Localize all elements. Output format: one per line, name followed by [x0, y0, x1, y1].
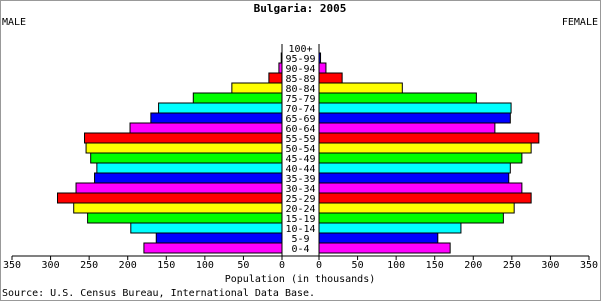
age-label: 40-44	[285, 164, 315, 175]
age-label: 20-24	[285, 204, 315, 215]
bar-female	[318, 202, 515, 214]
bar-male	[192, 92, 283, 104]
bar-female	[318, 132, 540, 144]
x-tick-label: 350	[580, 260, 598, 271]
age-label: 65-69	[285, 114, 315, 125]
age-label: 75-79	[285, 94, 315, 105]
x-tick-label: 150	[426, 260, 444, 271]
legend-female: FEMALE	[562, 17, 598, 28]
age-label: 35-39	[285, 174, 315, 185]
bar-female	[318, 82, 403, 94]
bar-male	[96, 162, 283, 174]
age-label: 85-89	[285, 74, 315, 85]
age-label: 90-94	[285, 64, 315, 75]
age-label: 95-99	[285, 54, 315, 65]
bar-female	[318, 62, 327, 74]
age-label: 45-49	[285, 154, 315, 165]
bar-female	[318, 242, 451, 254]
age-label: 60-64	[285, 124, 315, 135]
bar-female	[318, 192, 532, 204]
x-tick-label: 50	[237, 260, 249, 271]
bar-female	[318, 232, 439, 244]
bar-female	[318, 172, 510, 184]
x-tick-label: 200	[119, 260, 137, 271]
x-tick-label: 100	[387, 260, 405, 271]
bar-male	[75, 182, 283, 194]
bar-male	[94, 172, 283, 184]
bar-male	[57, 192, 283, 204]
bar-female	[318, 102, 512, 114]
x-tick-label: 300	[42, 260, 60, 271]
x-tick-label: 350	[3, 260, 21, 271]
bar-male	[85, 142, 283, 154]
bar-male	[87, 212, 283, 224]
age-label: 55-59	[285, 134, 315, 145]
bar-female	[318, 122, 496, 134]
bar-female	[318, 182, 523, 194]
bar-female	[318, 72, 343, 84]
bar-male	[90, 152, 283, 164]
source: Source: U.S. Census Bureau, Internationa…	[2, 288, 315, 299]
bar-female	[318, 92, 477, 104]
bar-male	[155, 232, 283, 244]
x-tick-label: 0	[316, 260, 322, 271]
age-label: 10-14	[285, 224, 315, 235]
age-label: 80-84	[285, 84, 315, 95]
age-label: 15-19	[285, 214, 315, 225]
x-tick-label: 50	[352, 260, 364, 271]
x-tick-label: 0	[279, 260, 285, 271]
bar-male	[130, 222, 283, 234]
bar-male	[231, 82, 283, 94]
age-label: 70-74	[285, 104, 315, 115]
bar-male	[129, 122, 283, 134]
age-label: 5-9	[291, 234, 309, 245]
x-tick-label: 100	[196, 260, 214, 271]
x-tick-label: 150	[157, 260, 175, 271]
bar-female	[318, 112, 511, 124]
bar-female	[318, 162, 511, 174]
bar-male	[143, 242, 283, 254]
bar-female	[318, 212, 504, 224]
chart-title: Bulgaria: 2005	[254, 2, 347, 15]
bar-male	[158, 102, 283, 114]
bar-female	[318, 152, 523, 164]
age-label: 50-54	[285, 144, 315, 155]
x-tick-label: 300	[541, 260, 559, 271]
x-tick-label: 200	[464, 260, 482, 271]
bar-male	[150, 112, 283, 124]
age-label: 30-34	[285, 184, 315, 195]
age-label: 100+	[288, 44, 312, 55]
x-axis-label: Population (in thousands)	[225, 274, 376, 285]
x-tick-label: 250	[503, 260, 521, 271]
age-label: 25-29	[285, 194, 315, 205]
bar-female	[318, 142, 532, 154]
bar-male	[84, 132, 283, 144]
bar-female	[318, 222, 462, 234]
legend-male: MALE	[2, 17, 26, 28]
bar-male	[73, 202, 283, 214]
bar-male	[268, 72, 283, 84]
age-label: 0-4	[291, 244, 309, 255]
x-tick-label: 250	[80, 260, 98, 271]
